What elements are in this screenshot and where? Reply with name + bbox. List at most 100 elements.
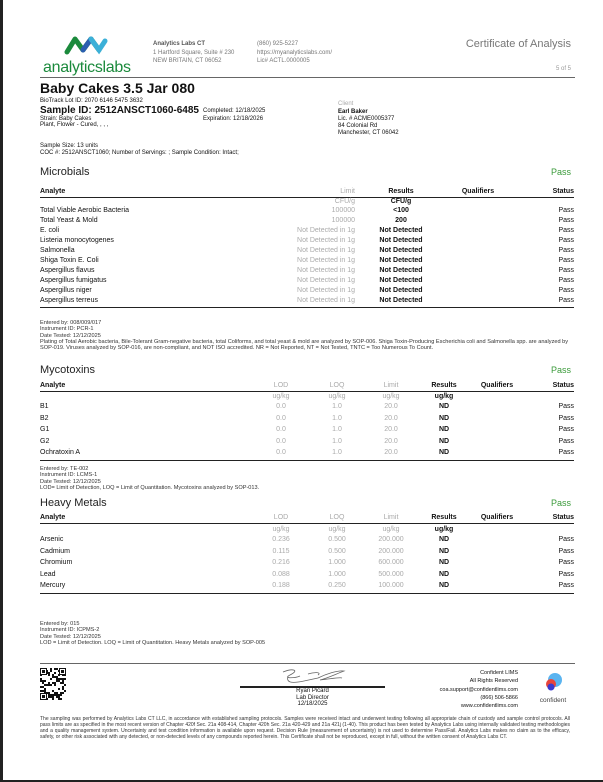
value-cell: Not Detected in 1g [297, 237, 355, 244]
table-row: Total Viable Aerobic Bacteria 100000 <100 P… [40, 207, 574, 217]
mycotoxins-col-lod: LOD [273, 382, 289, 389]
mycotoxins-note: Entered by: TE-002 [40, 466, 89, 472]
microbials-note: Plating of Total Aerobic bacteria, Bile-… [40, 338, 569, 352]
lims-name: Confident LIMS [480, 670, 518, 676]
microbials-header-row: Analyte Limit Results Qualifiers Status [40, 188, 574, 198]
heavy_metals-col-limit: Limit [383, 514, 399, 521]
value-cell: ND [438, 559, 450, 567]
value-cell: 0.236 [272, 536, 290, 543]
table-row: Shiga Toxin E. Coli Not Detected in 1g Not… [40, 257, 574, 267]
value-cell: Not Detected [379, 227, 423, 234]
analyte-name: Ochratoxin A [40, 449, 81, 457]
table-row: Lead 0.088 1.000 500.000 ND Pass [40, 571, 574, 581]
expiration-date: Expiration: 12/18/2026 [203, 116, 264, 122]
company-license: Lic# ACTL.0000005 [257, 58, 310, 64]
analyte-name: G1 [40, 426, 50, 434]
completed-date: Completed: 12/18/2025 [203, 108, 266, 114]
client-city: Manchester, CT 06042 [338, 130, 399, 136]
company-phone: (860) 925-5227 [257, 41, 299, 47]
confident-logo: confident [533, 672, 573, 704]
company-address1: 1 Hartford Square, Suite # 230 [153, 49, 235, 56]
company-website[interactable]: https://myanalyticslabs.com/ [257, 49, 333, 56]
heavy_metals-col-loq: LOQ [329, 514, 345, 521]
strain: Strain: Baby Cakes [40, 116, 92, 122]
client-license: Lic. # ACME0005377 [338, 116, 395, 122]
logo-text: analyticslabs [43, 59, 131, 76]
signer-title: Lab Director [296, 694, 329, 701]
value-cell: Not Detected in 1g [297, 277, 355, 284]
value-cell: ND [438, 536, 450, 543]
mycotoxins-units-row: ug/kg ug/kg ug/kg ug/kg [40, 393, 574, 403]
heavy_metals-col-analyte: Analyte [40, 514, 66, 521]
signature-image [282, 669, 346, 683]
unit-label: ug/kg [272, 393, 290, 400]
qr-code-icon[interactable] [40, 668, 66, 701]
confident-logo-icon [546, 673, 562, 691]
mycotoxins-col-status: Status [552, 382, 574, 389]
mycotoxins-col-loq: LOQ [329, 382, 345, 389]
status-cell: Pass [558, 227, 574, 234]
client-name: Earl Baker [338, 109, 368, 115]
table-row: G1 0.0 1.0 20.0 ND Pass [40, 426, 574, 436]
mycotoxins-heading: Mycotoxins [40, 364, 96, 376]
table-row: Cadmium 0.115 0.500 200.000 ND Pass [40, 548, 574, 558]
analyte-name: Aspergillus fumigatus [40, 277, 107, 284]
microbials-units-row: CFU/g CFU/g [40, 198, 574, 208]
client-info: Client Earl Baker Lic. # ACME0005377 84 … [338, 101, 399, 137]
table-row: Listeria monocytogenes Not Detected in 1g… [40, 237, 574, 247]
analyte-name: Total Viable Aerobic Bacteria [40, 207, 129, 214]
lims-info: Confident LIMS All Rights Reserved coa.s… [440, 669, 518, 710]
table-row: G2 0.0 1.0 20.0 ND Pass [40, 438, 574, 448]
value-cell: Not Detected [379, 237, 423, 244]
mycotoxins-bottom-line [40, 460, 574, 462]
heavy_metals-col-lod: LOD [273, 514, 289, 521]
sign-date: 12/18/2025 [297, 701, 328, 707]
lims-website[interactable]: www.confidentlims.com [460, 703, 518, 710]
value-cell: 100000 [331, 207, 355, 214]
value-cell: 1.0 [332, 437, 342, 445]
lims-email[interactable]: coa.support@confidentlims.com [439, 686, 518, 693]
value-cell: Not Detected [379, 287, 423, 294]
value-cell: Not Detected in 1g [297, 257, 355, 264]
unit-label: ug/kg [328, 526, 346, 533]
status-cell: Pass [558, 257, 574, 264]
document-title: Certificate of Analysis [465, 38, 571, 50]
value-cell: 600.000 [378, 559, 404, 567]
status-cell: Pass [558, 267, 574, 274]
status-cell: Pass [558, 426, 574, 434]
value-cell: 1.0 [332, 449, 342, 457]
microbials-note: Date Tested: 12/12/2025 [40, 332, 101, 339]
value-cell: 20.0 [384, 403, 398, 410]
mycotoxins-col-limit: Limit [383, 382, 399, 389]
value-cell: 0.0 [276, 426, 286, 434]
analyte-name: Arsenic [40, 536, 64, 543]
microbials-col-qualifiers: Qualifiers [461, 188, 495, 195]
table-row: B1 0.0 1.0 20.0 ND Pass [40, 403, 574, 413]
analyte-name: B2 [40, 414, 49, 422]
value-cell: ND [438, 449, 450, 457]
value-cell: 20.0 [384, 437, 398, 445]
table-row: Ochratoxin A 0.0 1.0 20.0 ND Pass [40, 449, 574, 459]
value-cell: ND [438, 437, 450, 445]
analyte-name: Listeria monocytogenes [40, 237, 114, 244]
client-label: Client [338, 101, 354, 107]
value-cell: ND [438, 403, 450, 410]
value-cell: 0.500 [328, 536, 346, 543]
analyte-name: Aspergillus terreus [40, 297, 98, 304]
heavy_metals-col-status: Status [552, 514, 574, 521]
value-cell: ND [438, 414, 450, 422]
value-cell: 20.0 [384, 414, 398, 422]
value-cell: Not Detected [379, 297, 423, 304]
table-row: Chromium 0.216 1.000 600.000 ND Pass [40, 559, 574, 569]
status-cell: Pass [558, 207, 574, 214]
value-cell: 100.000 [378, 582, 404, 590]
value-cell: 0.216 [272, 559, 290, 567]
header-divider [40, 77, 575, 78]
mycotoxins-notes: Entered by: TE-002 Instrument ID: LCMS-1 D… [40, 466, 570, 491]
heavy_metals-units-row: ug/kg ug/kg ug/kg ug/kg [40, 526, 574, 536]
value-cell: 0.0 [276, 437, 286, 445]
status-cell: Pass [558, 414, 574, 422]
microbials-col-results: Results [388, 188, 414, 195]
microbials-notes: Entered by: 008/009/017 Instrument ID: PC… [40, 320, 570, 351]
value-cell: 1.000 [328, 570, 346, 578]
